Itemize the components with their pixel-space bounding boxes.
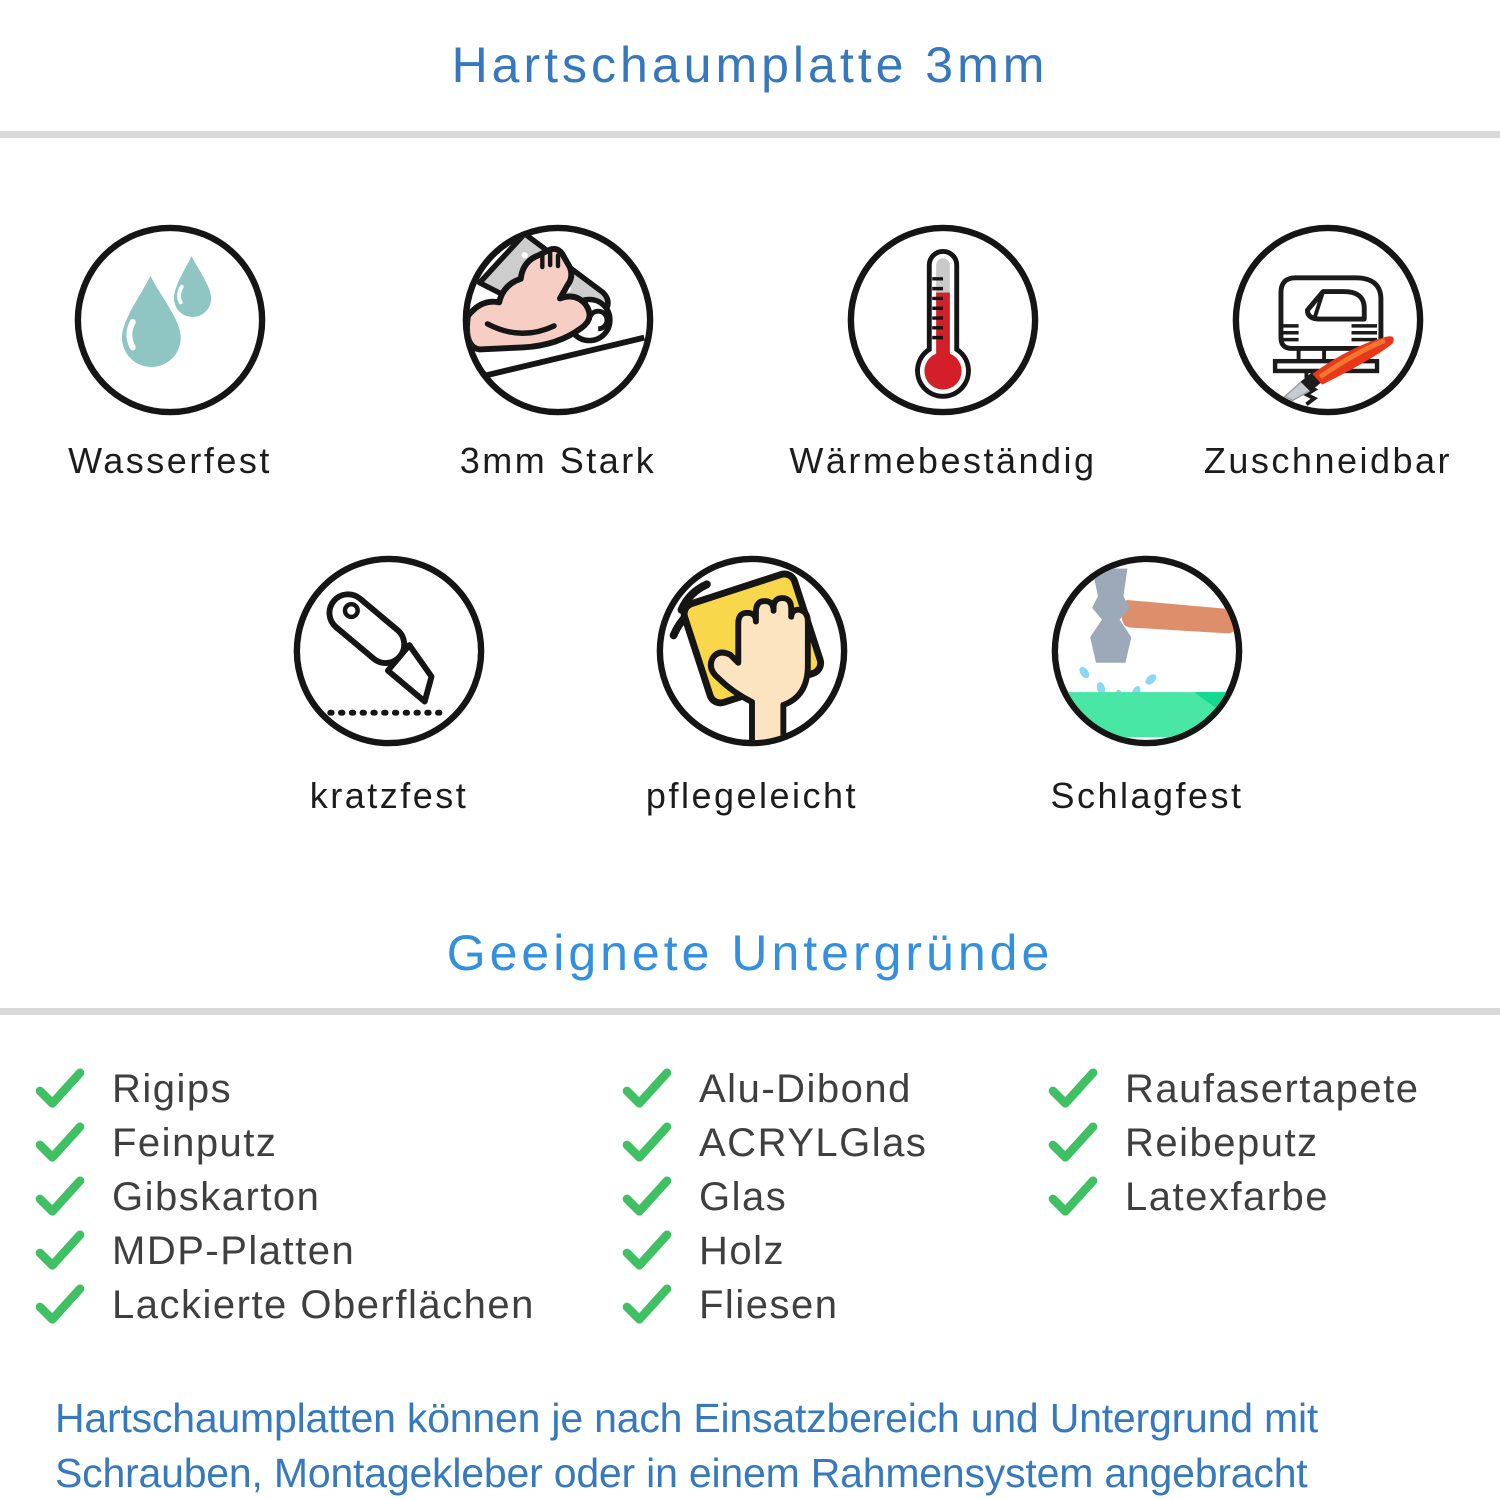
check-icon <box>35 1176 85 1216</box>
check-icon <box>1048 1176 1098 1216</box>
list-item: Reibeputz <box>1048 1116 1420 1170</box>
thermometer-icon <box>847 224 1039 416</box>
check-icon <box>1048 1122 1098 1162</box>
substrate-column-2: Alu-Dibond ACRYLGlas Glas Holz Fliesen <box>622 1062 927 1332</box>
check-icon <box>622 1230 672 1270</box>
check-icon <box>1048 1068 1098 1108</box>
substrate-label: Lackierte Oberflächen <box>112 1282 535 1327</box>
footer-note: Hartschaumplatten können je nach Einsatz… <box>55 1391 1455 1500</box>
divider-middle <box>0 1008 1500 1015</box>
list-item: ACRYLGlas <box>622 1116 927 1170</box>
list-item: Holz <box>622 1224 927 1278</box>
check-icon <box>35 1284 85 1324</box>
footer-line-2: Schrauben, Montagekleber oder in einem R… <box>55 1450 1308 1496</box>
substrate-label: Raufasertapete <box>1125 1066 1420 1111</box>
hammer-icon <box>1051 555 1243 747</box>
list-item: Lackierte Oberflächen <box>35 1278 535 1332</box>
list-item: Raufasertapete <box>1048 1062 1420 1116</box>
check-icon <box>622 1284 672 1324</box>
check-icon <box>35 1230 85 1270</box>
list-item: Glas <box>622 1170 927 1224</box>
utility-knife-icon <box>293 555 485 747</box>
list-item: Rigips <box>35 1062 535 1116</box>
feature-label: Wärmebeständig <box>789 440 1097 481</box>
list-item: Fliesen <box>622 1278 927 1332</box>
list-item: Feinputz <box>35 1116 535 1170</box>
substrate-label: Gibskarton <box>112 1174 321 1219</box>
substrate-label: Glas <box>699 1174 788 1219</box>
page-title: Hartschaumplatte 3mm <box>451 37 1049 93</box>
substrate-label: MDP-Platten <box>112 1228 356 1273</box>
feature-label: kratzfest <box>309 775 469 816</box>
check-icon <box>622 1122 672 1162</box>
feature-label: 3mm Stark <box>459 440 657 481</box>
substrate-label: Holz <box>699 1228 786 1273</box>
substrate-label: Latexfarbe <box>1125 1174 1330 1219</box>
feature-label: Schlagfest <box>1050 775 1244 816</box>
jigsaw-cutter-icon <box>1232 224 1424 416</box>
footer-line-1: Hartschaumplatten können je nach Einsatz… <box>55 1395 1319 1441</box>
list-item: MDP-Platten <box>35 1224 535 1278</box>
substrate-label: Alu-Dibond <box>699 1066 912 1111</box>
substrate-label: Rigips <box>112 1066 233 1111</box>
substrate-label: Reibeputz <box>1125 1120 1319 1165</box>
list-item: Alu-Dibond <box>622 1062 927 1116</box>
feature-label: pflegeleicht <box>645 775 859 816</box>
divider-top <box>0 131 1500 138</box>
check-icon <box>35 1068 85 1108</box>
substrate-label: Fliesen <box>699 1282 839 1327</box>
muscle-arm-icon <box>462 224 654 416</box>
list-item: Latexfarbe <box>1048 1170 1420 1224</box>
substrate-label: Feinputz <box>112 1120 278 1165</box>
water-drops-icon <box>74 224 266 416</box>
feature-label: Wasserfest <box>68 440 272 481</box>
check-icon <box>622 1176 672 1216</box>
substrate-column-3: Raufasertapete Reibeputz Latexfarbe <box>1048 1062 1420 1224</box>
cleaning-hand-icon <box>656 555 848 747</box>
list-item: Gibskarton <box>35 1170 535 1224</box>
check-icon <box>35 1122 85 1162</box>
section-title: Geeignete Untergründe <box>446 925 1054 981</box>
substrate-column-1: Rigips Feinputz Gibskarton MDP-Platten L… <box>35 1062 535 1332</box>
substrate-label: ACRYLGlas <box>699 1120 928 1165</box>
check-icon <box>622 1068 672 1108</box>
feature-label: Zuschneidbar <box>1203 440 1453 481</box>
